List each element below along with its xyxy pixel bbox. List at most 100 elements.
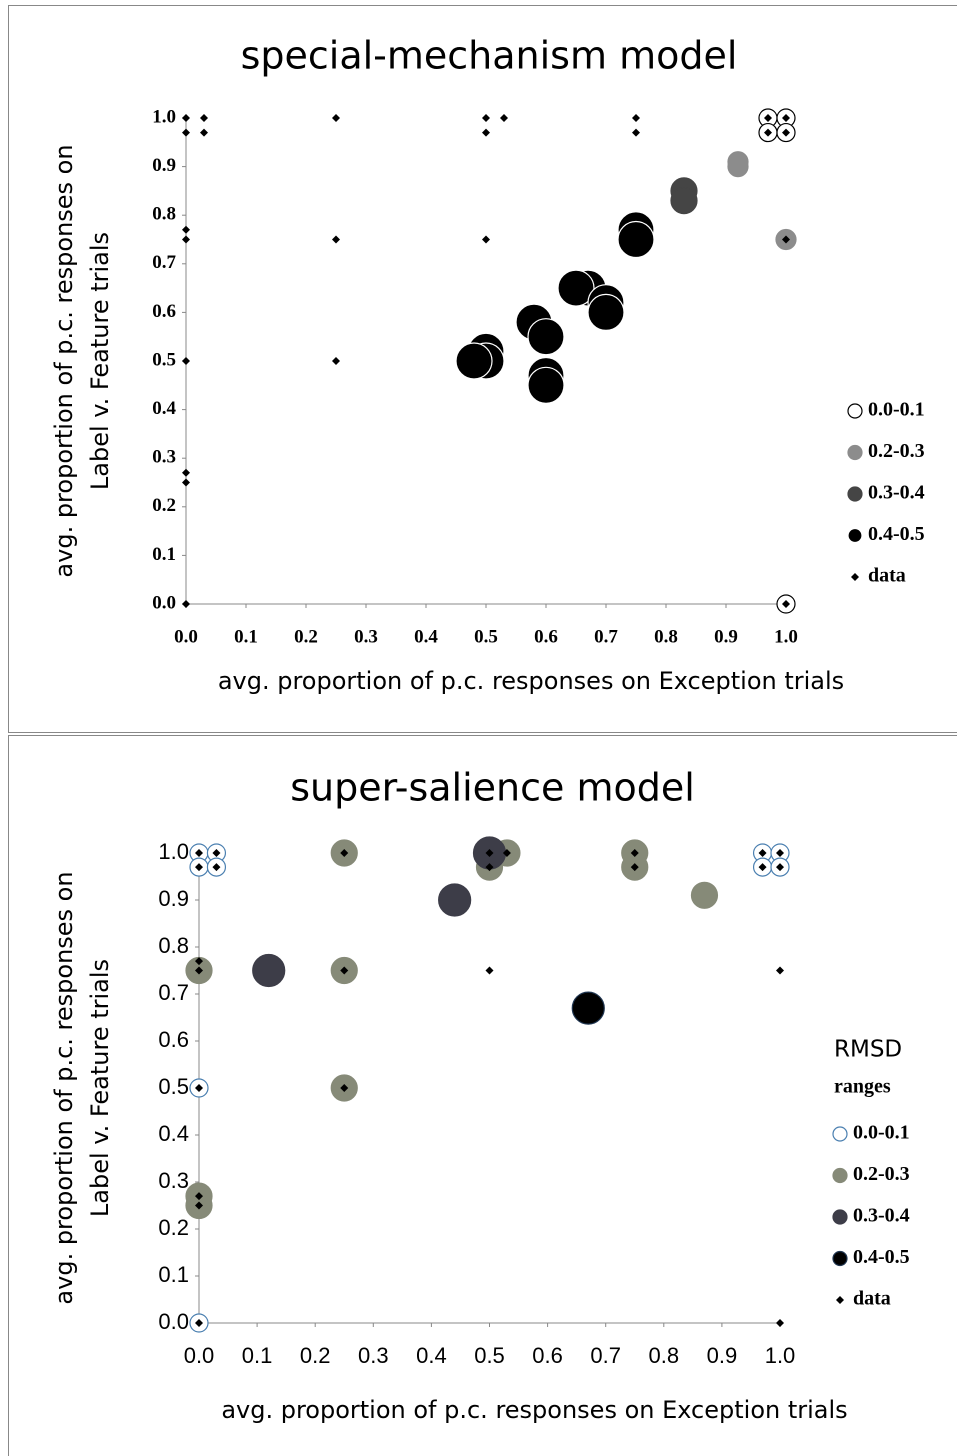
x-axis-label: avg. proportion of p.c. responses on Exc… [218,667,844,695]
data-point [212,849,221,857]
legend-label: 0.2-0.3 [868,440,925,462]
legend-label: data [868,565,906,587]
data-point [195,957,203,966]
x-tick-label: 0.1 [242,1343,273,1368]
x-tick-label: 0.9 [714,626,738,647]
y-tick-label: 0.2 [152,495,176,516]
data-point [776,863,784,872]
x-tick-label: 0.6 [534,626,558,647]
x-tick-label: 0.8 [649,1343,680,1368]
y-tick-label: 0.5 [158,1074,189,1099]
model-point [617,220,655,259]
data-point [500,114,508,122]
model-point [571,991,605,1025]
legend-label: 0.0-0.1 [853,1122,910,1144]
data-point [764,128,772,137]
data-point [482,128,490,137]
x-tick-label: 0.4 [416,1343,447,1368]
data-point [482,235,490,244]
legend-label: 0.3-0.4 [868,482,925,504]
data-point [195,1201,203,1210]
data-point [340,849,349,857]
chart-title: super-salience model [290,766,695,810]
data-point [485,863,494,872]
legend-label: 0.4-0.5 [853,1246,910,1268]
data-point [182,600,190,608]
legend-title: RMSD [834,1037,902,1063]
data-point [632,114,640,122]
data-point [182,128,190,137]
legend-label: 0.3-0.4 [853,1205,910,1227]
y-axis-label: avg. proportion of p.c. responses on [50,144,78,577]
model-point [438,883,472,917]
y-tick-label: 0.3 [152,447,176,468]
y-tick-label: 0.4 [158,1121,189,1146]
model-point [527,366,565,404]
data-point [776,966,784,975]
x-tick-label: 0.7 [594,626,618,647]
y-tick-label: 1.0 [158,839,189,864]
data-point [485,966,494,975]
y-tick-label: 0.6 [152,301,176,322]
model-point [587,293,625,331]
x-tick-label: 1.0 [774,626,798,647]
y-tick-label: 0.5 [152,349,176,370]
panel-border [8,735,957,1456]
x-tick-label: 0.9 [707,1343,738,1368]
model-point [690,881,719,909]
y-tick-label: 0.1 [158,1262,189,1287]
data-point [195,863,203,872]
data-point [502,849,511,857]
y-tick-label: 0.2 [158,1215,189,1240]
data-point [182,357,190,365]
data-point [195,1192,203,1201]
model-point [557,269,595,307]
x-tick-label: 0.2 [294,626,318,647]
y-tick-label: 0.9 [152,155,176,176]
y-tick-label: 0.8 [158,933,189,958]
y-axis-label: avg. proportion of p.c. responses on [50,871,78,1304]
x-tick-label: 0.5 [474,1343,505,1368]
chart-title: special-mechanism model [241,34,738,78]
y-tick-label: 0.3 [158,1168,189,1193]
panel-border [8,5,957,733]
data-point [182,235,190,244]
model-point [527,318,565,356]
y-tick-label: 0.1 [152,544,176,565]
data-point [758,863,767,872]
data-point [332,235,340,244]
data-point [200,128,208,137]
x-tick-label: 0.0 [174,626,198,647]
legend-marker [836,1296,844,1304]
legend-label: 0.4-0.5 [868,523,925,545]
legend-label: 0.0-0.1 [868,399,925,421]
data-point [332,357,340,365]
data-point [212,863,221,872]
legend-marker [847,527,863,544]
legend-title: ranges [834,1076,891,1098]
y-axis-label: Label v. Feature trials [86,959,114,1217]
data-point [482,114,490,122]
data-point [195,966,203,975]
y-tick-label: 0.9 [158,886,189,911]
y-tick-label: 0.4 [152,398,176,419]
y-tick-label: 0.0 [158,1309,189,1334]
data-point [782,114,790,122]
y-tick-label: 0.7 [158,980,189,1005]
legend-marker [847,486,863,502]
legend-marker [832,1126,848,1142]
x-tick-label: 0.8 [654,626,678,647]
y-axis-label: Label v. Feature trials [86,232,114,490]
x-tick-label: 0.3 [354,626,378,647]
model-point [455,342,493,380]
y-tick-label: 0.0 [152,592,176,613]
x-tick-label: 0.0 [184,1343,215,1368]
data-point [195,1319,203,1327]
legend-marker [832,1250,848,1267]
x-tick-label: 0.1 [234,626,258,647]
x-tick-label: 0.4 [414,626,438,647]
data-point [764,114,772,122]
x-tick-label: 1.0 [765,1343,796,1368]
